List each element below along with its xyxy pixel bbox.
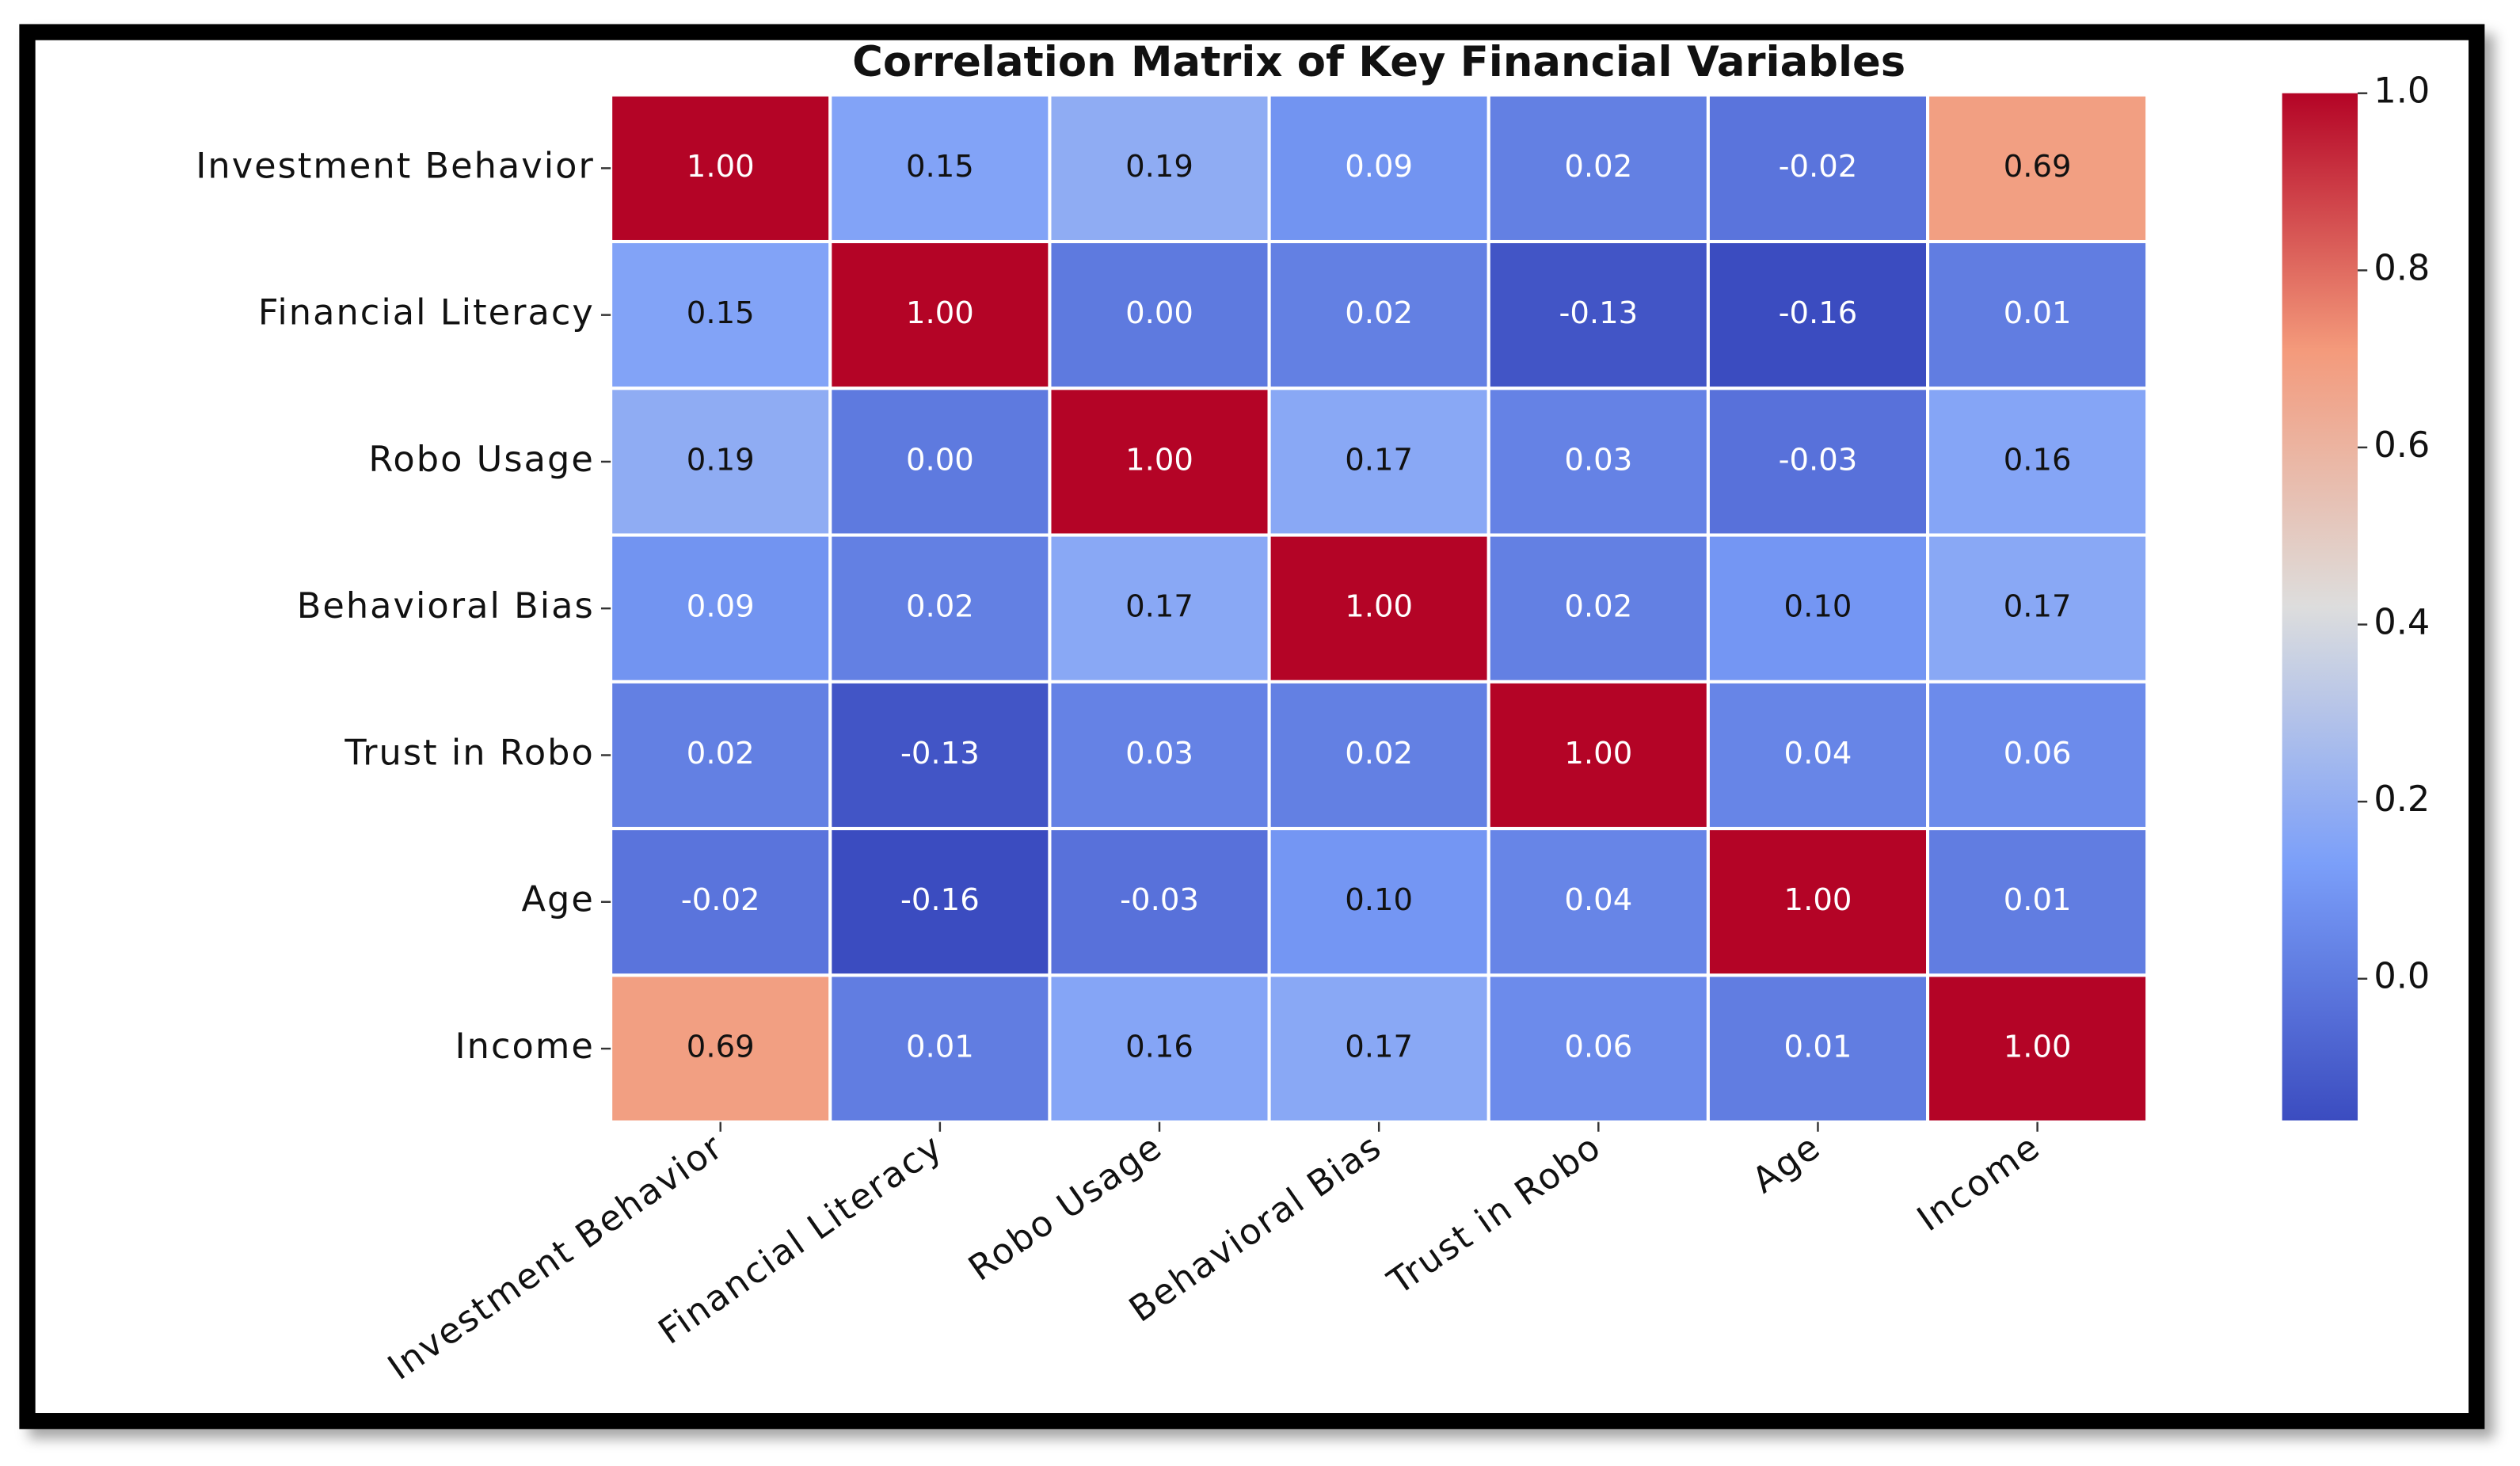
colorbar-tick-label: 0.2 — [2373, 779, 2430, 820]
heatmap-cell — [1267, 827, 1490, 977]
cell-label: 0.01 — [2004, 882, 2072, 918]
cell-label: -0.13 — [900, 736, 980, 771]
heatmap-cell — [1486, 239, 1710, 390]
heatmap-cell — [1486, 533, 1710, 683]
cell-label: 0.17 — [1345, 442, 1413, 478]
cell-label: -0.03 — [1779, 442, 1858, 478]
cell-label: 0.02 — [1564, 589, 1632, 625]
cell-label: 0.17 — [2004, 589, 2072, 625]
cell-label: 0.09 — [687, 589, 755, 625]
cell-label: 1.00 — [1345, 589, 1413, 625]
cell-label: 0.03 — [1125, 736, 1193, 771]
cell-label: 0.02 — [906, 589, 974, 625]
cell-label: 0.15 — [687, 295, 755, 331]
cell-label: 0.15 — [906, 149, 974, 185]
cell-label: 1.00 — [906, 295, 974, 331]
cell-label: -0.16 — [1779, 295, 1858, 331]
y-tick-label: Age — [521, 879, 594, 920]
y-tick-label: Income — [455, 1026, 594, 1067]
heatmap-cell — [1048, 386, 1271, 537]
cell-label: 0.02 — [1345, 295, 1413, 331]
colorbar-tick-label: 0.6 — [2373, 425, 2430, 466]
cell-label: 1.00 — [1125, 442, 1193, 478]
colorbar-tick-label: 1.0 — [2373, 70, 2430, 112]
cell-label: 0.06 — [2004, 736, 2072, 771]
cell-label: 0.00 — [906, 442, 974, 478]
heatmap-cell — [1267, 680, 1490, 831]
cell-label: 1.00 — [687, 149, 755, 185]
y-tick-label: Financial Literacy — [258, 292, 595, 333]
heatmap-cell — [828, 973, 1052, 1124]
cell-label: 1.00 — [1564, 736, 1632, 771]
colorbar-tick-label: 0.4 — [2373, 602, 2430, 643]
cell-label: 1.00 — [2004, 1030, 2072, 1065]
cell-label: 0.02 — [687, 736, 755, 771]
heatmap-cell — [609, 239, 832, 390]
heatmap-cell — [828, 239, 1052, 390]
cell-label: 0.04 — [1784, 736, 1852, 771]
cell-label: 0.03 — [1564, 442, 1632, 478]
colorbar — [2282, 93, 2358, 1121]
heatmap-cell — [1926, 973, 2149, 1124]
heatmap-cell — [1926, 239, 2149, 390]
heatmap-cell — [1267, 239, 1490, 390]
cell-label: 0.10 — [1345, 882, 1413, 918]
heatmap-cell — [1048, 93, 1271, 244]
heatmap-cell — [1048, 533, 1271, 683]
colorbar-tick-label: 0.8 — [2373, 247, 2430, 288]
cell-label: 0.10 — [1784, 589, 1852, 625]
cell-label: 0.17 — [1125, 589, 1193, 625]
heatmap-cell — [609, 386, 832, 537]
heatmap-cell — [1926, 680, 2149, 831]
cell-label: -0.03 — [1120, 882, 1199, 918]
y-tick-label: Behavioral Bias — [297, 585, 595, 626]
heatmap-cell — [1267, 973, 1490, 1124]
cell-label: 0.19 — [1125, 149, 1193, 185]
heatmap-cell — [609, 93, 832, 244]
cell-label: 0.00 — [1125, 295, 1193, 331]
heatmap-cell — [828, 827, 1052, 977]
cell-label: 0.04 — [1564, 882, 1632, 918]
cell-label: 0.16 — [2004, 442, 2072, 478]
cell-label: 0.19 — [687, 442, 755, 478]
heatmap-cell — [1267, 533, 1490, 683]
chart-title: Correlation Matrix of Key Financial Vari… — [852, 38, 1905, 86]
heatmap-cell — [609, 973, 832, 1124]
heatmap-cell — [1486, 827, 1710, 977]
heatmap-cell — [1926, 386, 2149, 537]
heatmap-cell — [1926, 93, 2149, 244]
heatmap-cell — [1706, 239, 1930, 390]
cell-label: -0.13 — [1559, 295, 1638, 331]
heatmap-cell — [828, 386, 1052, 537]
cell-label: 0.69 — [687, 1030, 755, 1065]
cell-label: 0.02 — [1345, 736, 1413, 771]
cell-label: -0.02 — [681, 882, 760, 918]
cell-label: 0.09 — [1345, 149, 1413, 185]
cell-label: 0.17 — [1345, 1030, 1413, 1065]
heatmap-cell — [1926, 533, 2149, 683]
heatmap-cell — [1706, 533, 1930, 683]
heatmap-cell — [828, 93, 1052, 244]
cell-label: 0.02 — [1564, 149, 1632, 185]
y-tick-label: Robo Usage — [368, 439, 594, 480]
colorbar-tick-label: 0.0 — [2373, 956, 2430, 997]
cell-label: 0.16 — [1125, 1030, 1193, 1065]
y-tick-label: Investment Behavior — [196, 145, 595, 186]
cell-label: 0.01 — [2004, 295, 2072, 331]
heatmap-cell — [1486, 680, 1710, 831]
cell-label: -0.16 — [900, 882, 980, 918]
cell-label: -0.02 — [1779, 149, 1858, 185]
y-tick-label: Trust in Robo — [344, 732, 594, 773]
cell-label: 0.01 — [906, 1030, 974, 1065]
cell-label: 0.01 — [1784, 1030, 1852, 1065]
cell-label: 0.69 — [2004, 149, 2072, 185]
cell-label: 0.06 — [1564, 1030, 1632, 1065]
cell-label: 1.00 — [1784, 882, 1852, 918]
